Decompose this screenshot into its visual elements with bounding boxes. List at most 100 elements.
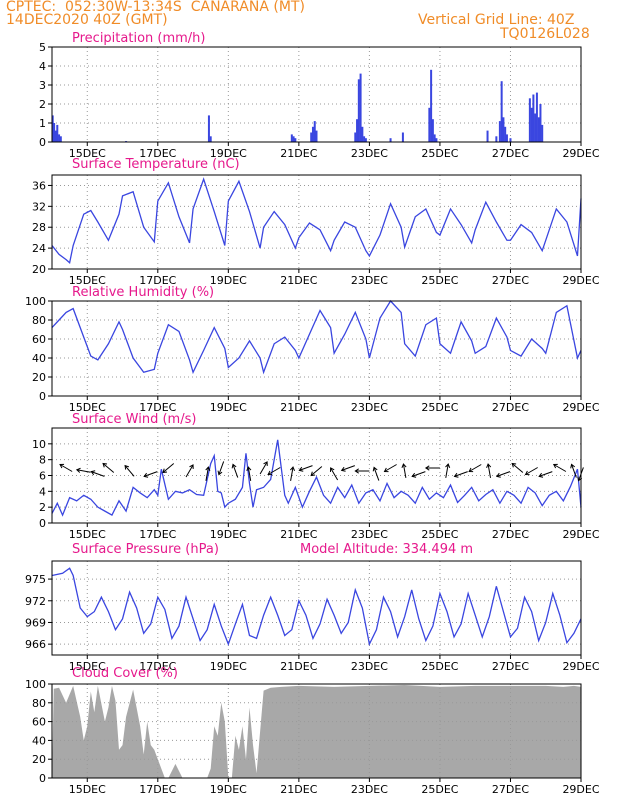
wind-arrow-head [310, 471, 316, 477]
wind-arrow-shaft [102, 463, 115, 473]
precip-bar [504, 126, 507, 142]
precip-bar [502, 117, 505, 142]
humidity-line [51, 299, 582, 375]
wind-arrow-shaft [553, 464, 567, 472]
wind-ytick-label: 2 [39, 501, 46, 514]
pressure-ytick-label: 975 [25, 573, 46, 586]
wind-arrow-shaft [578, 467, 584, 481]
pressure-ytick-label: 972 [25, 595, 46, 608]
temperature-ytick-label: 24 [32, 242, 46, 255]
precip-bar [53, 123, 56, 142]
temperature-ytick-label: 28 [32, 221, 46, 234]
precip-bar [537, 117, 540, 142]
wind-arrow-shaft [373, 467, 380, 481]
precip-title: Precipitation (mm/h) [72, 31, 205, 46]
pressure-xtick-label: 23DEC [351, 660, 388, 673]
precip-ytick-label: 1 [39, 117, 46, 130]
precip-bar [207, 115, 210, 142]
cloud-ytick-label: 0 [39, 772, 46, 785]
cloud-xtick-label: 25DEC [421, 783, 458, 796]
precip-bar [313, 121, 316, 142]
precip-bar [56, 124, 59, 142]
wind-arrow-shaft [341, 465, 355, 471]
wind-xtick-label: 17DEC [139, 528, 176, 541]
wind-arrow-head [162, 468, 168, 474]
humidity-title: Relative Humidity (%) [72, 285, 214, 300]
precip-ytick-label: 3 [39, 79, 46, 92]
wind-xtick-label: 19DEC [210, 528, 247, 541]
wind-ytick-label: 4 [39, 485, 46, 498]
precip-bar [315, 130, 318, 142]
humidity-frame [51, 300, 582, 397]
precip-bar [530, 107, 533, 142]
wind-arrow-head [383, 467, 389, 473]
header-code: TQ0126L028 [500, 26, 590, 42]
precip-bar [294, 138, 297, 142]
precip-xtick-label: 21DEC [280, 147, 317, 160]
wind-arrow-shaft [402, 464, 407, 478]
precip-bar [310, 132, 313, 142]
wind-arrow-shaft [384, 464, 397, 472]
wind-arrow-shaft [468, 464, 482, 472]
humidity-xtick-label: 23DEC [351, 401, 388, 414]
wind-arrow-head [468, 467, 474, 473]
wind-arrow-shaft [124, 465, 135, 477]
wind-arrow-shaft [247, 467, 252, 481]
wind-arrow-head [102, 462, 108, 468]
wind-arrow-head [75, 467, 81, 473]
wind-arrow-shaft [525, 467, 538, 475]
wind-arrow-shaft [232, 464, 239, 478]
wind-xtick-label: 15DEC [69, 528, 106, 541]
precip-xtick-label: 27DEC [492, 147, 529, 160]
wind-arrow-head [143, 472, 149, 478]
precip-xtick-label: 23DEC [351, 147, 388, 160]
wind-arrow-head [453, 472, 459, 478]
wind-arrow-shaft [76, 469, 91, 473]
precip-bar [486, 130, 489, 142]
wind-arrow-head [340, 466, 346, 472]
precip-bar [431, 119, 434, 142]
wind-arrow-head [289, 466, 296, 471]
wind-arrow-shaft [511, 463, 524, 473]
precip-bar [535, 92, 538, 142]
wind-arrow-head [246, 466, 252, 471]
wind-arrow-shaft [454, 471, 468, 477]
wind-arrow-shaft [290, 467, 294, 481]
precip-bar [532, 94, 535, 142]
wind-arrow-head [205, 466, 211, 471]
wind-arrow-shaft [59, 464, 73, 472]
precip-bar [356, 119, 359, 142]
temperature-ytick-label: 36 [32, 179, 46, 192]
precip-bar [361, 126, 364, 142]
temperature-frame [51, 174, 582, 270]
pressure-line [51, 567, 582, 647]
precip-xtick-label: 29DEC [562, 147, 599, 160]
precip-bar [58, 134, 61, 142]
precip-bar [292, 136, 295, 142]
humidity-xtick-label: 19DEC [210, 401, 247, 414]
pressure-xtick-label: 15DEC [69, 660, 106, 673]
humidity-xtick-label: 29DEC [562, 401, 599, 414]
temperature-ytick-label: 32 [32, 200, 46, 213]
precip-bar [435, 138, 438, 142]
precip-ytick-label: 5 [39, 41, 46, 54]
wind-arrow-shaft [143, 471, 158, 477]
wind-arrow-shaft [218, 461, 225, 475]
wind-xtick-label: 23DEC [351, 528, 388, 541]
wind-xtick-label: 25DEC [421, 528, 458, 541]
wind-arrow-head [538, 472, 544, 478]
wind-arrow-head [372, 466, 378, 472]
wind-arrow-shaft [205, 467, 209, 481]
precip-bar [363, 136, 366, 142]
precip-xtick-label: 15DEC [69, 147, 106, 160]
wind-arrow-shaft [538, 471, 553, 477]
pressure-xtick-label: 25DEC [421, 660, 458, 673]
humidity-ytick-label: 80 [32, 314, 46, 327]
wind-xtick-label: 21DEC [280, 528, 317, 541]
wind-arrow-head [524, 470, 530, 476]
humidity-ytick-label: 40 [32, 352, 46, 365]
wind-arrow-head [495, 472, 501, 478]
precip-bar [430, 69, 433, 142]
cloud-xtick-label: 21DEC [280, 783, 317, 796]
